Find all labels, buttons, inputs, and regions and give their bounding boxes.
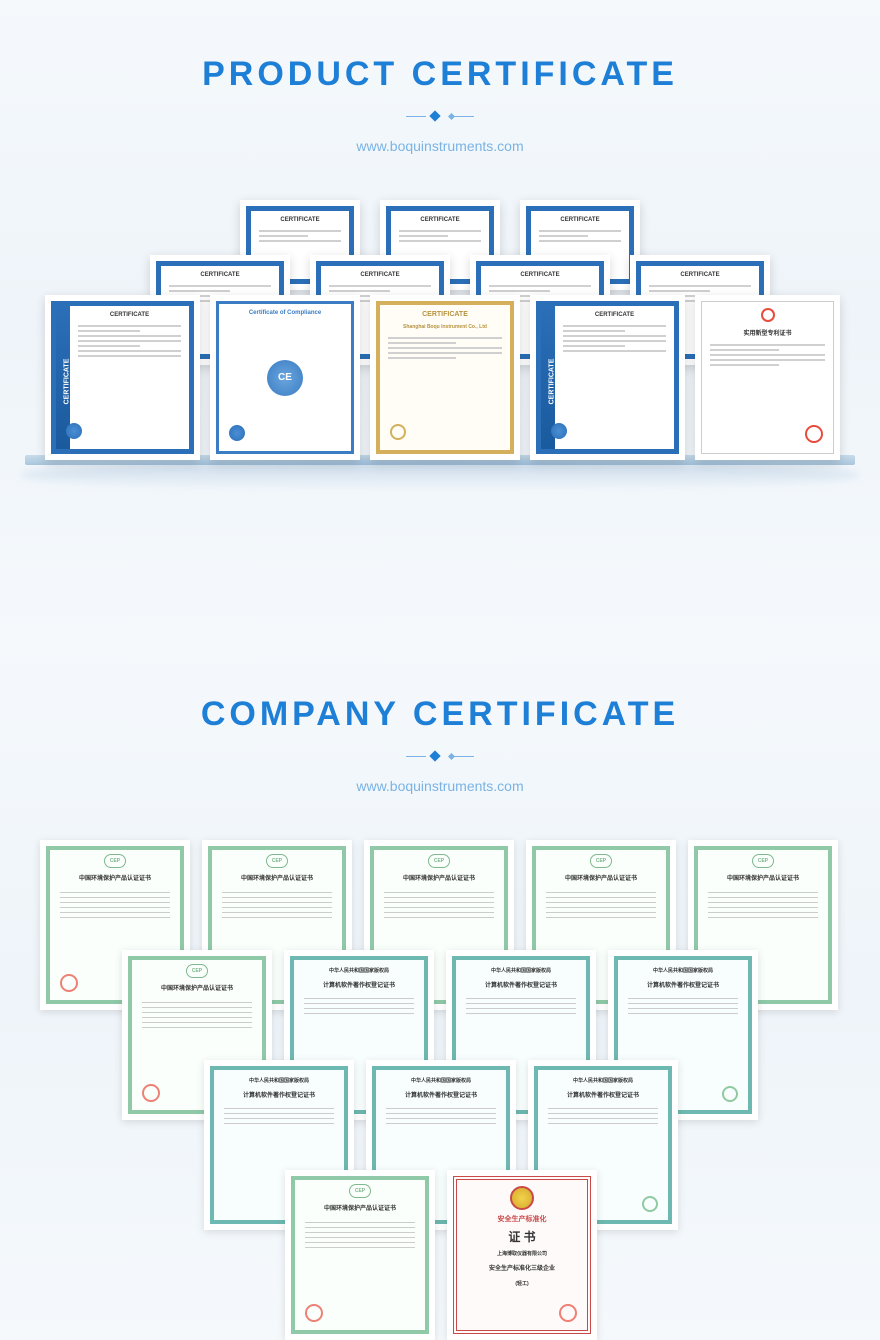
cert-title: 计算机软件著作权登记证书	[214, 1093, 344, 1101]
website-url: www.boquinstruments.com	[0, 778, 880, 794]
section-title: PRODUCT CERTIFICATE	[0, 55, 880, 94]
product-certificate-section: PRODUCT CERTIFICATE www.boquinstruments.…	[0, 0, 880, 640]
seal-icon	[805, 425, 823, 443]
cert-title: 计算机软件著作权登记证书	[618, 983, 748, 991]
seal-icon	[229, 425, 245, 441]
cert-title: 计算机软件著作权登记证书	[376, 1093, 506, 1101]
seal-icon	[390, 424, 406, 440]
company-certificate-grid: CEP 中国环境保护产品认证证书 CEP 中国环境保护产品认证证书 CEP 中国…	[40, 840, 840, 1320]
cert-subtitle: 中华人民共和国国家版权局	[456, 968, 586, 975]
title-block: PRODUCT CERTIFICATE www.boquinstruments.…	[0, 0, 880, 154]
divider-icon	[0, 112, 880, 120]
cert-title: 中国环境保护产品认证证书	[698, 876, 828, 884]
cep-logo-icon: CEP	[428, 854, 450, 868]
cert-title: 计算机软件著作权登记证书	[294, 983, 424, 991]
seal-icon	[60, 974, 78, 992]
cert-subtitle: 安全生产标准化	[457, 1214, 587, 1224]
cert-label: Certificate of Compliance	[219, 310, 351, 316]
company-cert-card-safety: 安全生产标准化 证 书 上海博取仪器有限公司 安全生产标准化三级企业 (轻工)	[447, 1170, 597, 1340]
cep-logo-icon: CEP	[349, 1184, 371, 1198]
cert-label: CERTIFICATE	[380, 311, 510, 318]
emblem-icon	[761, 308, 775, 322]
certificate-card: CERTIFICATE CERTIFICATE	[45, 295, 200, 460]
certificate-card: CERTIFICATE CERTIFICATE	[530, 295, 685, 460]
cep-logo-icon: CEP	[590, 854, 612, 868]
cert-title: 中国环境保护产品认证证书	[212, 876, 342, 884]
certificate-card-ce: Certificate of Compliance CE	[210, 295, 360, 460]
title-block: COMPANY CERTIFICATE www.boquinstruments.…	[0, 640, 880, 794]
seal-icon	[722, 1086, 738, 1102]
seal-icon	[66, 423, 82, 439]
cert-bigtext: 证 书	[457, 1228, 587, 1245]
shelf-shadow	[20, 460, 860, 490]
cert-subtitle: 中华人民共和国国家版权局	[214, 1078, 344, 1085]
cert-line: (轻工)	[457, 1281, 587, 1288]
cert-sidebar-text: CERTIFICATE	[548, 358, 555, 404]
certificate-shelf: CERTIFICATE CERTIFICATE CERTIFICATE CERT…	[30, 200, 850, 470]
cert-subtitle: 中华人民共和国国家版权局	[294, 968, 424, 975]
cert-label: 实用新型专利证书	[702, 328, 833, 337]
cert-line: 安全生产标准化三级企业	[457, 1266, 587, 1274]
cep-logo-icon: CEP	[752, 854, 774, 868]
cert-title: 中国环境保护产品认证证书	[536, 876, 666, 884]
seal-icon	[559, 1304, 577, 1322]
cert-title: 中国环境保护产品认证证书	[132, 986, 262, 994]
section-title: COMPANY CERTIFICATE	[0, 695, 880, 734]
seal-icon	[642, 1196, 658, 1212]
cert-title: 中国环境保护产品认证证书	[50, 876, 180, 884]
seal-icon	[142, 1084, 160, 1102]
website-url: www.boquinstruments.com	[0, 138, 880, 154]
seal-icon	[551, 423, 567, 439]
cep-logo-icon: CEP	[104, 854, 126, 868]
cert-title: 计算机软件著作权登记证书	[456, 983, 586, 991]
cep-logo-icon: CEP	[186, 964, 208, 978]
cert-subtitle: 中华人民共和国国家版权局	[376, 1078, 506, 1085]
cert-title: 中国环境保护产品认证证书	[374, 876, 504, 884]
certificate-card-patent: 实用新型专利证书	[695, 295, 840, 460]
company-certificate-section: COMPANY CERTIFICATE www.boquinstruments.…	[0, 640, 880, 1340]
cert-title: 中国环境保护产品认证证书	[295, 1206, 425, 1214]
seal-icon	[305, 1304, 323, 1322]
divider-icon	[0, 752, 880, 760]
ce-mark-icon: CE	[267, 360, 303, 396]
certificate-card-gold: CERTIFICATE Shanghai Boqu Instrument Co.…	[370, 295, 520, 460]
emblem-icon	[510, 1186, 534, 1210]
cert-subtitle: 中华人民共和国国家版权局	[538, 1078, 668, 1085]
cert-sidebar-text: CERTIFICATE	[63, 358, 70, 404]
company-cert-card: CEP 中国环境保护产品认证证书	[285, 1170, 435, 1340]
cert-title: 计算机软件著作权登记证书	[538, 1093, 668, 1101]
cert-subtitle: 中华人民共和国国家版权局	[618, 968, 748, 975]
cert-line: 上海博取仪器有限公司	[457, 1251, 587, 1258]
cep-logo-icon: CEP	[266, 854, 288, 868]
